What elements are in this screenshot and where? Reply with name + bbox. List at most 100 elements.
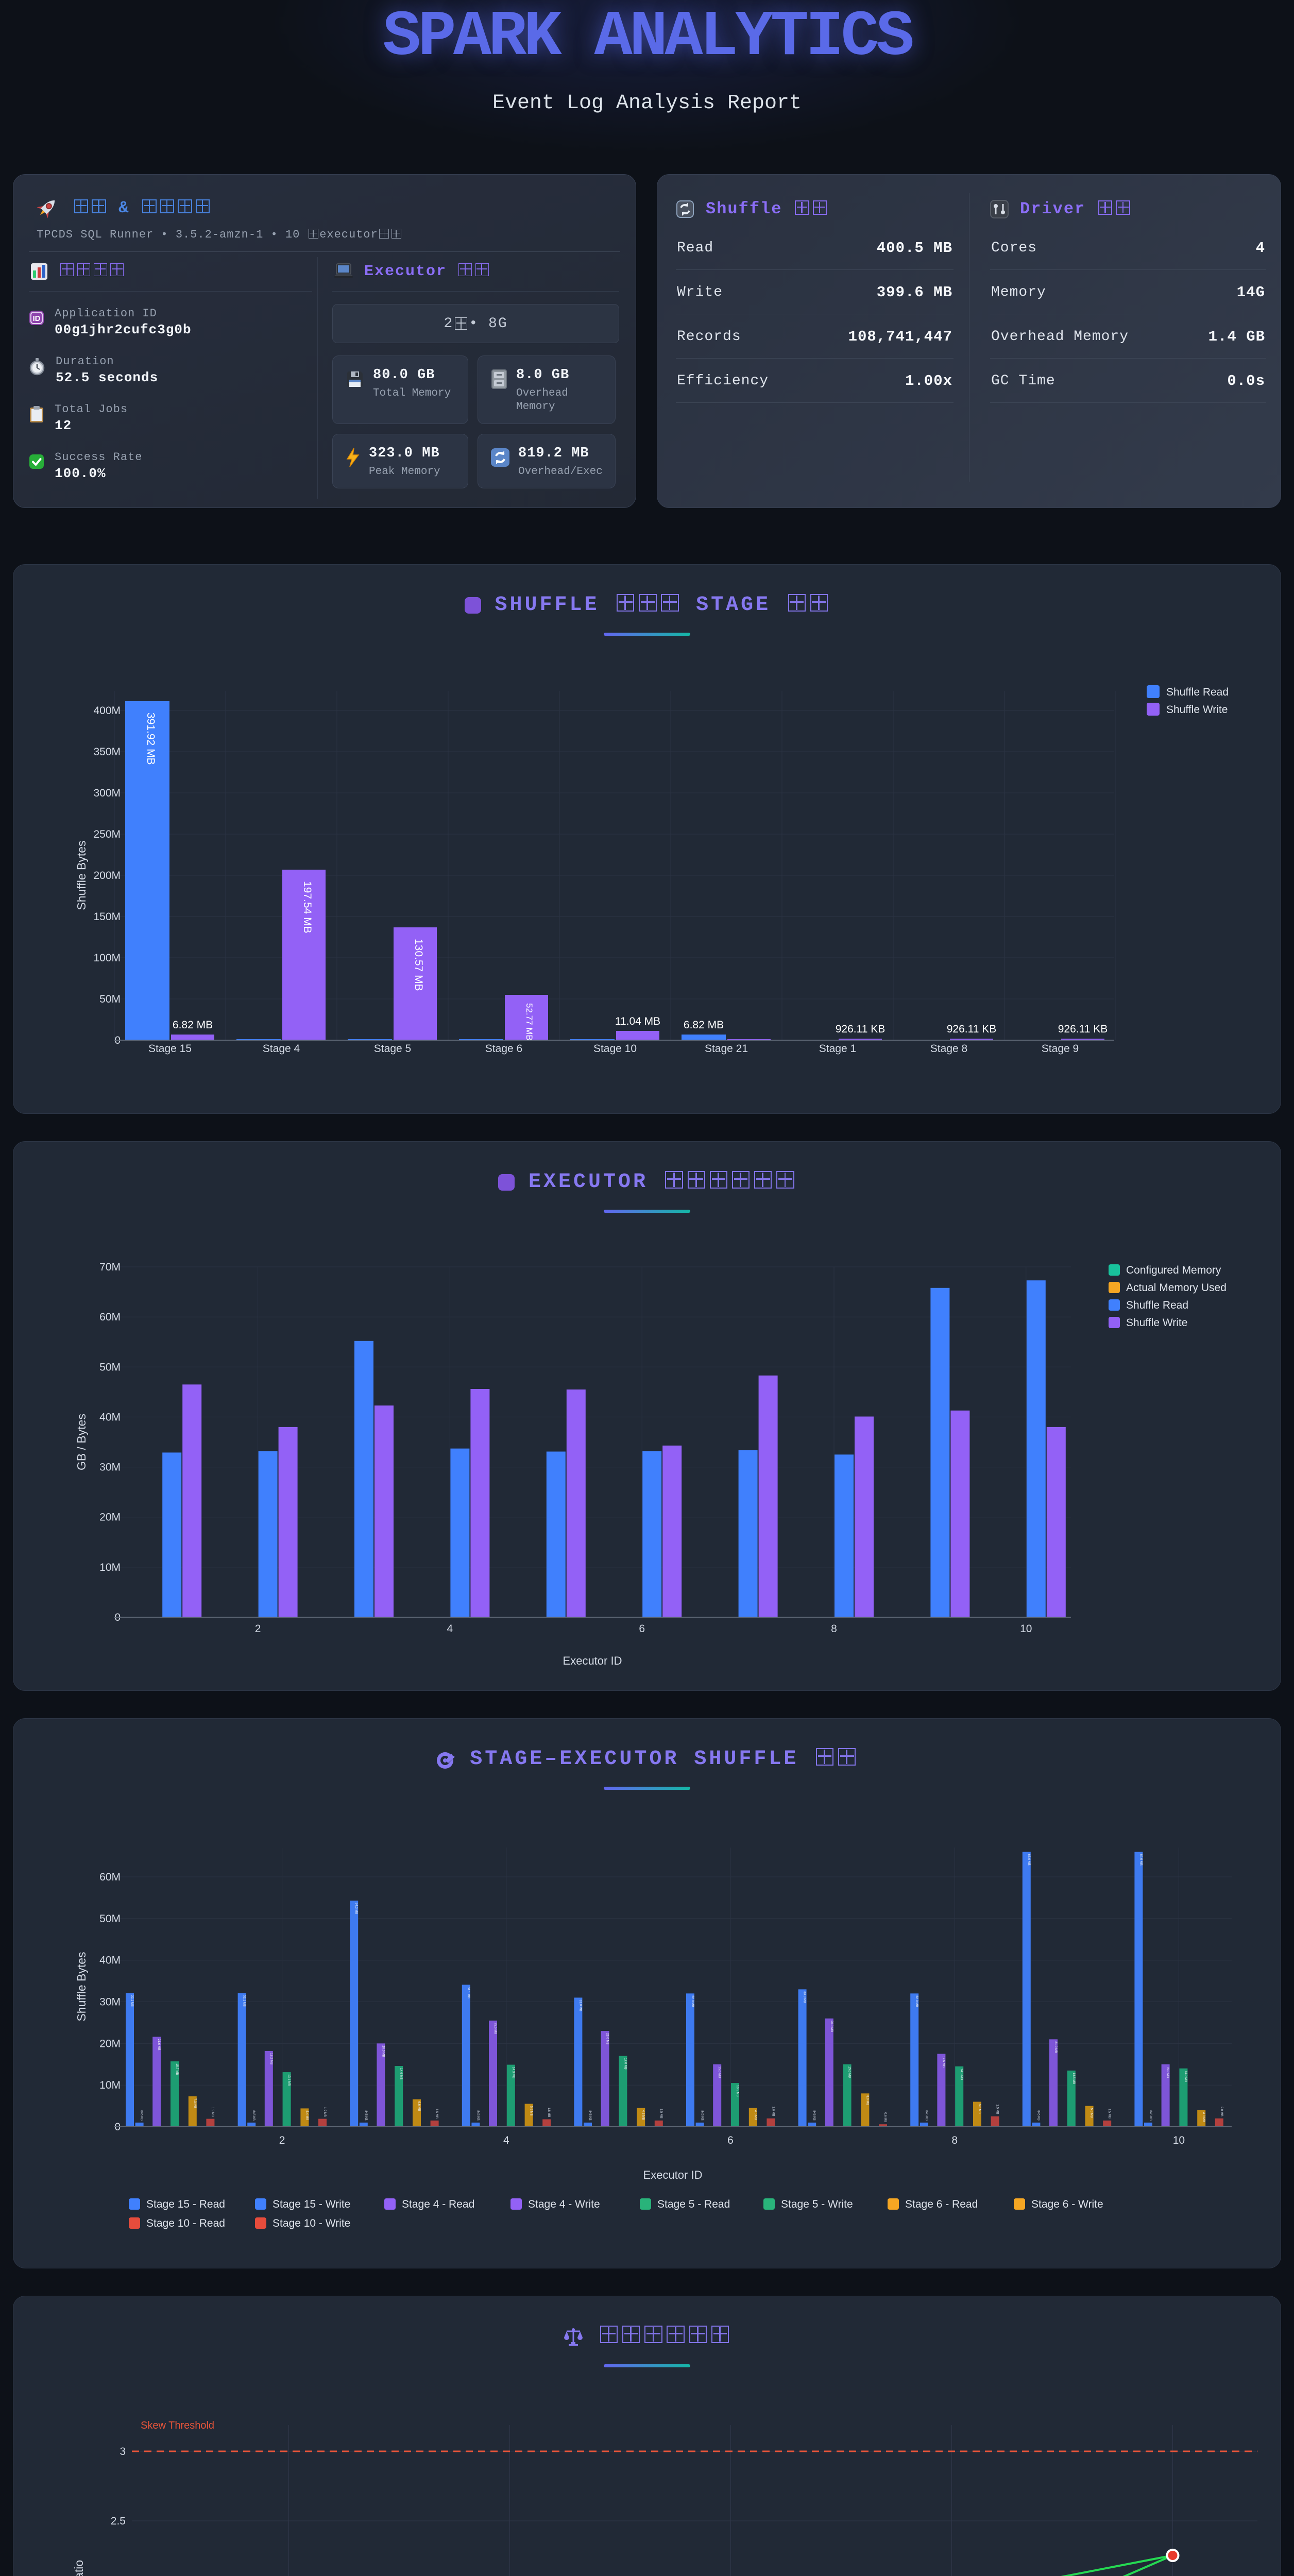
svg-text:6: 6 — [727, 2134, 734, 2146]
svg-text:Stage 15 - Write: Stage 15 - Write — [273, 2198, 350, 2210]
svg-text:50M: 50M — [99, 993, 121, 1005]
svg-text:10M: 10M — [99, 1562, 121, 1573]
svg-text:11.04 MB: 11.04 MB — [615, 1015, 660, 1027]
svg-text:Shuffle Read: Shuffle Read — [1126, 1299, 1188, 1311]
svg-text:10: 10 — [1020, 1623, 1032, 1635]
svg-text:17.0 MB: 17.0 MB — [623, 2058, 626, 2070]
svg-text:150M: 150M — [93, 911, 121, 923]
svg-text:GB / Bytes: GB / Bytes — [75, 1414, 88, 1470]
svg-text:50M: 50M — [99, 1361, 121, 1373]
svg-text:845 KB: 845 KB — [701, 2110, 704, 2121]
svg-text:2.0 MB: 2.0 MB — [1220, 2107, 1223, 2116]
svg-text:14.5 MB: 14.5 MB — [960, 2069, 963, 2080]
svg-text:Stage 15: Stage 15 — [148, 1043, 192, 1055]
svg-text:Stage 10 - Read: Stage 10 - Read — [146, 2217, 225, 2229]
svg-text:Shuffle Read: Shuffle Read — [1166, 686, 1229, 698]
svg-text:6.6 MB: 6.6 MB — [417, 2102, 420, 2111]
svg-text:Skew Threshold: Skew Threshold — [141, 2420, 214, 2431]
svg-text:10.5 MB: 10.5 MB — [736, 2085, 739, 2096]
svg-text:4: 4 — [503, 2134, 509, 2146]
svg-text:1.5 MB: 1.5 MB — [435, 2109, 438, 2119]
svg-text:30M: 30M — [99, 1462, 121, 1473]
svg-text:1.5 MB: 1.5 MB — [1108, 2109, 1111, 2119]
svg-text:10: 10 — [1173, 2134, 1185, 2146]
svg-text:Skew Ratio: Skew Ratio — [72, 2560, 86, 2576]
svg-text:Stage 4 - Read: Stage 4 - Read — [402, 2198, 474, 2210]
svg-text:8: 8 — [831, 1623, 837, 1635]
svg-text:4.0 MB: 4.0 MB — [1202, 2112, 1205, 2122]
svg-text:2.0 MB: 2.0 MB — [771, 2107, 774, 2116]
svg-text:845 KB: 845 KB — [588, 2110, 591, 2121]
svg-text:31.0 MB: 31.0 MB — [578, 1999, 582, 2011]
svg-text:1.5 MB: 1.5 MB — [659, 2109, 662, 2119]
svg-text:926.11 KB: 926.11 KB — [1058, 1023, 1108, 1035]
svg-text:15.7 MB: 15.7 MB — [175, 2063, 178, 2075]
svg-text:845 KB: 845 KB — [252, 2110, 255, 2121]
svg-text:26.0 MB: 26.0 MB — [830, 2021, 833, 2032]
svg-text:70M: 70M — [99, 1261, 121, 1273]
svg-text:60M: 60M — [99, 1871, 121, 1883]
svg-text:32.1 MB: 32.1 MB — [130, 1995, 133, 2007]
svg-text:Stage 15 - Read: Stage 15 - Read — [146, 2198, 225, 2210]
svg-text:845 KB: 845 KB — [476, 2110, 479, 2121]
svg-text:400M: 400M — [93, 705, 121, 717]
svg-text:2.5 MB: 2.5 MB — [996, 2105, 999, 2114]
svg-text:6: 6 — [639, 1623, 645, 1635]
svg-text:15.0 MB: 15.0 MB — [718, 2066, 721, 2078]
svg-text:34.1 MB: 34.1 MB — [467, 1987, 470, 1998]
svg-text:Shuffle Bytes: Shuffle Bytes — [75, 1952, 88, 2021]
svg-text:14.0 MB: 14.0 MB — [1184, 2071, 1187, 2082]
svg-text:926.11 KB: 926.11 KB — [947, 1023, 997, 1035]
svg-text:4.4 MB: 4.4 MB — [305, 2110, 308, 2120]
svg-text:3: 3 — [120, 2446, 126, 2458]
svg-text:200M: 200M — [93, 870, 121, 882]
svg-text:845 KB: 845 KB — [1149, 2110, 1152, 2121]
svg-text:32.1 MB: 32.1 MB — [243, 1995, 246, 2007]
svg-text:Shuffle Write: Shuffle Write — [1126, 1317, 1187, 1329]
svg-text:7.3 MB: 7.3 MB — [193, 2098, 196, 2108]
svg-text:Actual Memory Used: Actual Memory Used — [1126, 1282, 1227, 1294]
svg-text:Stage 5 - Write: Stage 5 - Write — [781, 2198, 853, 2210]
svg-text:32.0 MB: 32.0 MB — [915, 1995, 918, 2007]
svg-text:20M: 20M — [99, 2038, 121, 2049]
svg-text:6.82 MB: 6.82 MB — [173, 1019, 213, 1031]
svg-text:Stage 5 - Read: Stage 5 - Read — [657, 2198, 730, 2210]
svg-text:8: 8 — [951, 2134, 958, 2146]
svg-text:Executor ID: Executor ID — [563, 1654, 622, 1667]
svg-text:13.5 MB: 13.5 MB — [1072, 2073, 1075, 2084]
svg-text:14.6 MB: 14.6 MB — [399, 2068, 402, 2079]
svg-text:Stage 21: Stage 21 — [705, 1043, 748, 1055]
svg-text:10M: 10M — [99, 2079, 121, 2091]
svg-text:50M: 50M — [99, 1913, 121, 1925]
svg-text:Stage 6 - Write: Stage 6 - Write — [1031, 2198, 1103, 2210]
svg-text:5.5 MB: 5.5 MB — [530, 2106, 533, 2116]
svg-text:15.0 MB: 15.0 MB — [1166, 2066, 1169, 2078]
svg-text:130.57 MB: 130.57 MB — [413, 939, 424, 991]
svg-text:17.5 MB: 17.5 MB — [942, 2056, 945, 2067]
svg-text:25.5 MB: 25.5 MB — [493, 2023, 497, 2034]
svg-text:4: 4 — [447, 1623, 453, 1635]
svg-text:350M: 350M — [93, 746, 121, 758]
svg-text:21.0 MB: 21.0 MB — [1054, 2041, 1057, 2053]
svg-text:4.5 MB: 4.5 MB — [641, 2110, 644, 2120]
svg-text:250M: 250M — [93, 828, 121, 840]
svg-text:33.0 MB: 33.0 MB — [803, 1991, 806, 2003]
svg-text:66.0 MB: 66.0 MB — [1027, 1854, 1030, 1866]
svg-text:54.3 MB: 54.3 MB — [354, 1903, 357, 1914]
svg-text:15.0 MB: 15.0 MB — [848, 2066, 851, 2078]
svg-text:845 KB: 845 KB — [364, 2110, 367, 2121]
svg-text:Shuffle Write: Shuffle Write — [1166, 704, 1228, 716]
svg-text:391.92 MB: 391.92 MB — [145, 713, 157, 765]
svg-text:926.11 KB: 926.11 KB — [836, 1023, 886, 1035]
svg-text:845 KB: 845 KB — [140, 2110, 143, 2121]
svg-text:1.9 MB: 1.9 MB — [323, 2107, 326, 2117]
svg-text:1.9 MB: 1.9 MB — [211, 2107, 214, 2117]
svg-text:300M: 300M — [93, 787, 121, 799]
svg-text:100M: 100M — [93, 952, 121, 964]
svg-text:23.0 MB: 23.0 MB — [606, 2033, 609, 2044]
svg-text:Stage 10 - Write: Stage 10 - Write — [273, 2217, 350, 2229]
svg-text:2: 2 — [255, 1623, 261, 1635]
svg-text:18.2 MB: 18.2 MB — [269, 2053, 273, 2064]
svg-text:21.6 MB: 21.6 MB — [157, 2039, 160, 2050]
svg-text:66.0 MB: 66.0 MB — [1139, 1854, 1142, 1866]
